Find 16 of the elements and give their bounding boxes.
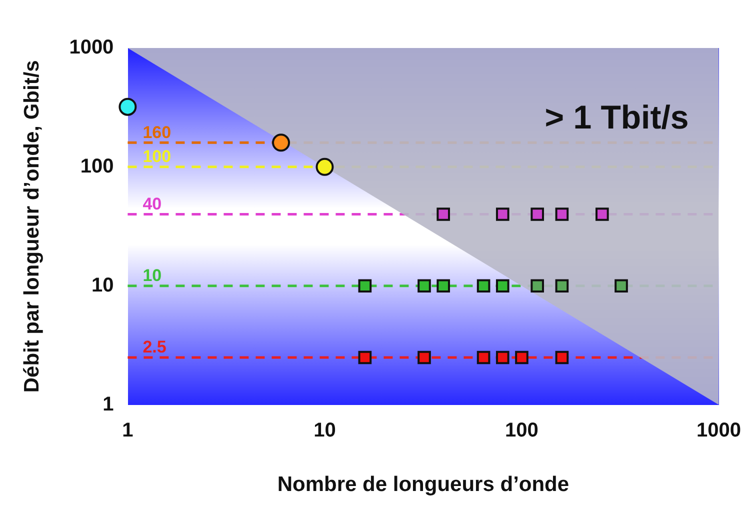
ref-line-label: 40 xyxy=(142,194,162,214)
ref-line-label: 10 xyxy=(142,266,162,286)
ref-line-label: 100 xyxy=(142,147,172,166)
x-tick-label: 1000 xyxy=(696,419,742,442)
x-axis-title: Nombre de longueurs d’onde xyxy=(277,473,570,496)
y-tick-label: 1 xyxy=(102,393,114,416)
annotation: > 1 Tbit/s xyxy=(544,98,689,136)
x-tick-label: 10 xyxy=(314,419,336,442)
x-tick-label: 100 xyxy=(505,419,538,442)
y-tick-label: 100 xyxy=(80,155,114,178)
y-tick-label: 10 xyxy=(91,274,114,296)
x-tick-label: 1 xyxy=(122,419,134,442)
ref-line-label: 2.5 xyxy=(142,338,166,357)
ref-line-label: 160 xyxy=(142,122,172,142)
y-axis-title: Débit par longueur d’onde, Gbit/s xyxy=(20,60,44,393)
y-tick-label: 1000 xyxy=(69,36,114,59)
